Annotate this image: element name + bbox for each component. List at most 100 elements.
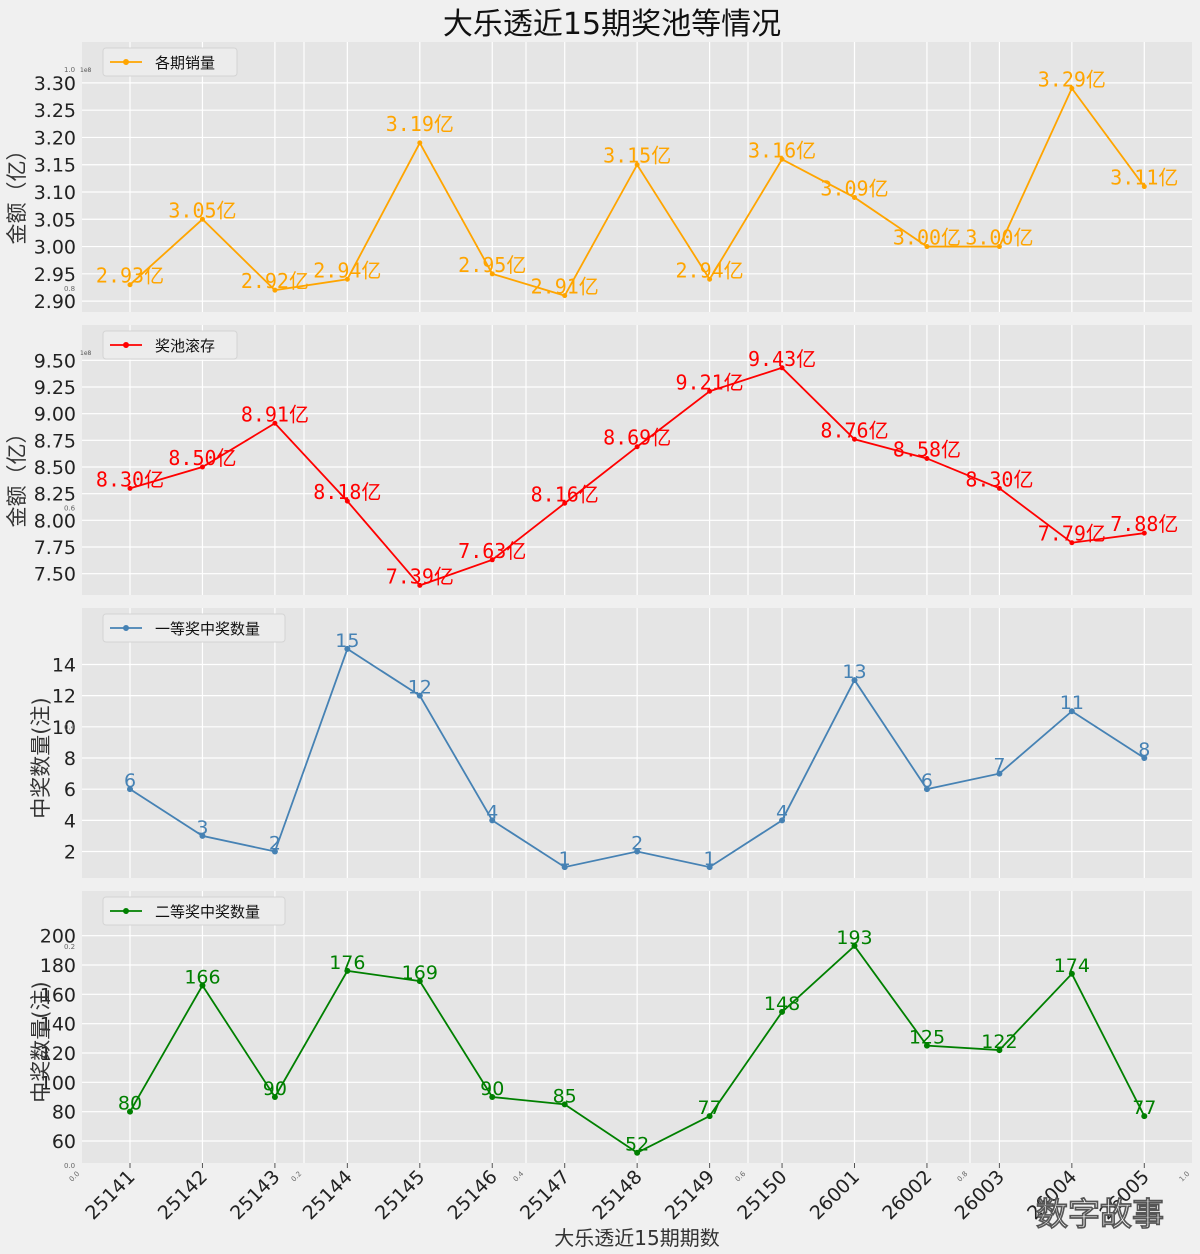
overlay-y-tick-label: 0.4: [64, 724, 76, 732]
y-tick-label: 200: [40, 926, 76, 948]
overlay-y-tick-label: 1.0: [64, 66, 75, 74]
x-tick-label: 25144: [299, 1166, 357, 1224]
data-point: [416, 692, 423, 699]
y-tick-label: 8.50: [34, 457, 76, 479]
x-tick-label: 25149: [661, 1166, 719, 1224]
data-label: 2.94亿: [676, 258, 744, 282]
legend-box: [102, 330, 238, 360]
data-label: 166: [184, 967, 220, 989]
data-point: [271, 1094, 278, 1100]
data-label: 3.29亿: [1038, 67, 1106, 91]
legend-box: [102, 896, 286, 926]
data-point: [1069, 85, 1075, 91]
data-label: 1: [559, 848, 571, 870]
data-point: [561, 1101, 568, 1108]
data-point: [416, 978, 423, 985]
y-tick-label: 2.90: [34, 291, 76, 313]
data-label: 3.15亿: [603, 144, 671, 168]
data-label: 4: [776, 801, 788, 823]
data-label: 176: [329, 952, 365, 974]
y-tick-label: 9.50: [34, 350, 76, 372]
data-point: [1069, 540, 1075, 546]
data-point: [199, 832, 206, 839]
data-point: [562, 500, 568, 506]
overlay-tick-label: 0.6: [734, 1169, 748, 1183]
data-point: [417, 140, 423, 146]
data-point: [779, 365, 785, 371]
legend-box: [102, 47, 238, 77]
y-tick-label: 3.20: [34, 127, 76, 149]
data-label: 3.11亿: [1110, 166, 1178, 190]
y-tick-label: 7.75: [34, 537, 76, 559]
data-label: 90: [263, 1078, 287, 1100]
data-label: 12: [408, 677, 432, 699]
y-tick-label: 100: [40, 1072, 76, 1094]
data-point: [562, 293, 568, 299]
data-label: 6: [921, 770, 933, 792]
y-tick-label: 80: [52, 1102, 76, 1124]
data-label: 90: [480, 1078, 504, 1100]
data-point: [127, 786, 133, 793]
overlay-y-tick-label: 0.0: [64, 1162, 75, 1170]
data-label: 8.30亿: [96, 467, 164, 491]
data-label: 169: [402, 962, 438, 984]
x-tick-label: 26001: [806, 1166, 864, 1224]
x-tick-label: 26002: [878, 1166, 936, 1224]
data-label: 3.05亿: [168, 198, 236, 222]
y-tick-label: 8.75: [34, 430, 76, 452]
offset-text: 1e8: [80, 350, 92, 357]
data-point: [1068, 970, 1075, 977]
data-point: [127, 485, 133, 491]
y-axis-label: 金额（亿）: [5, 140, 29, 245]
legend-marker: [123, 625, 129, 631]
y-tick-label: 8: [64, 748, 76, 770]
legend-label: 各期销量: [155, 54, 215, 72]
data-label: 8.58亿: [893, 437, 961, 461]
x-tick-label: 25148: [588, 1166, 646, 1224]
y-tick-label: 120: [40, 1043, 76, 1065]
data-label: 3.00亿: [893, 226, 961, 250]
y-tick-label: 6: [64, 779, 76, 801]
data-label: 8.30亿: [965, 467, 1033, 491]
chart-panels: 2.90 2.95 3.00 3.05 3.10 3.15 3.20 3.25 3.30 1e8 金…: [5, 42, 1192, 1163]
data-label: 80: [118, 1093, 142, 1115]
data-point: [344, 276, 350, 282]
data-point: [1141, 1113, 1148, 1120]
y-tick-label: 3.15: [34, 155, 76, 177]
y-tick-label: 180: [40, 955, 76, 977]
data-point: [1141, 530, 1147, 536]
data-point: [417, 582, 423, 588]
data-point: [1068, 708, 1075, 715]
data-point: [851, 677, 858, 684]
data-point: [779, 817, 786, 824]
data-label: 2: [631, 833, 643, 855]
data-point: [344, 645, 351, 652]
y-tick-label: 9.25: [34, 377, 76, 399]
data-label: 193: [836, 927, 872, 949]
legend-label: 二等奖中奖数量: [155, 903, 260, 921]
y-tick-label: 3.00: [34, 237, 76, 259]
y-tick-label: 3.25: [34, 100, 76, 122]
data-label: 85: [553, 1085, 577, 1107]
overlay-y-tick-label: 0.6: [64, 504, 76, 512]
y-tick-label: 8.00: [34, 510, 76, 532]
data-point: [272, 287, 278, 293]
legend-label: 奖池滚存: [155, 337, 215, 355]
data-point: [272, 420, 278, 426]
data-point: [996, 485, 1002, 491]
y-tick-label: 14: [52, 654, 76, 676]
data-point: [923, 1042, 930, 1049]
data-label: 1: [704, 848, 716, 870]
y-tick-label: 3.05: [34, 209, 76, 231]
offset-text: 1e8: [80, 67, 92, 74]
data-point: [489, 557, 495, 563]
y-tick-label: 60: [52, 1131, 76, 1153]
data-point: [634, 444, 640, 450]
data-point: [923, 786, 930, 793]
y-tick-label: 2.95: [34, 264, 76, 286]
data-label: 77: [1132, 1097, 1156, 1119]
y-axis-label: 中奖数量(注): [29, 697, 53, 818]
y-tick-label: 4: [64, 810, 76, 832]
